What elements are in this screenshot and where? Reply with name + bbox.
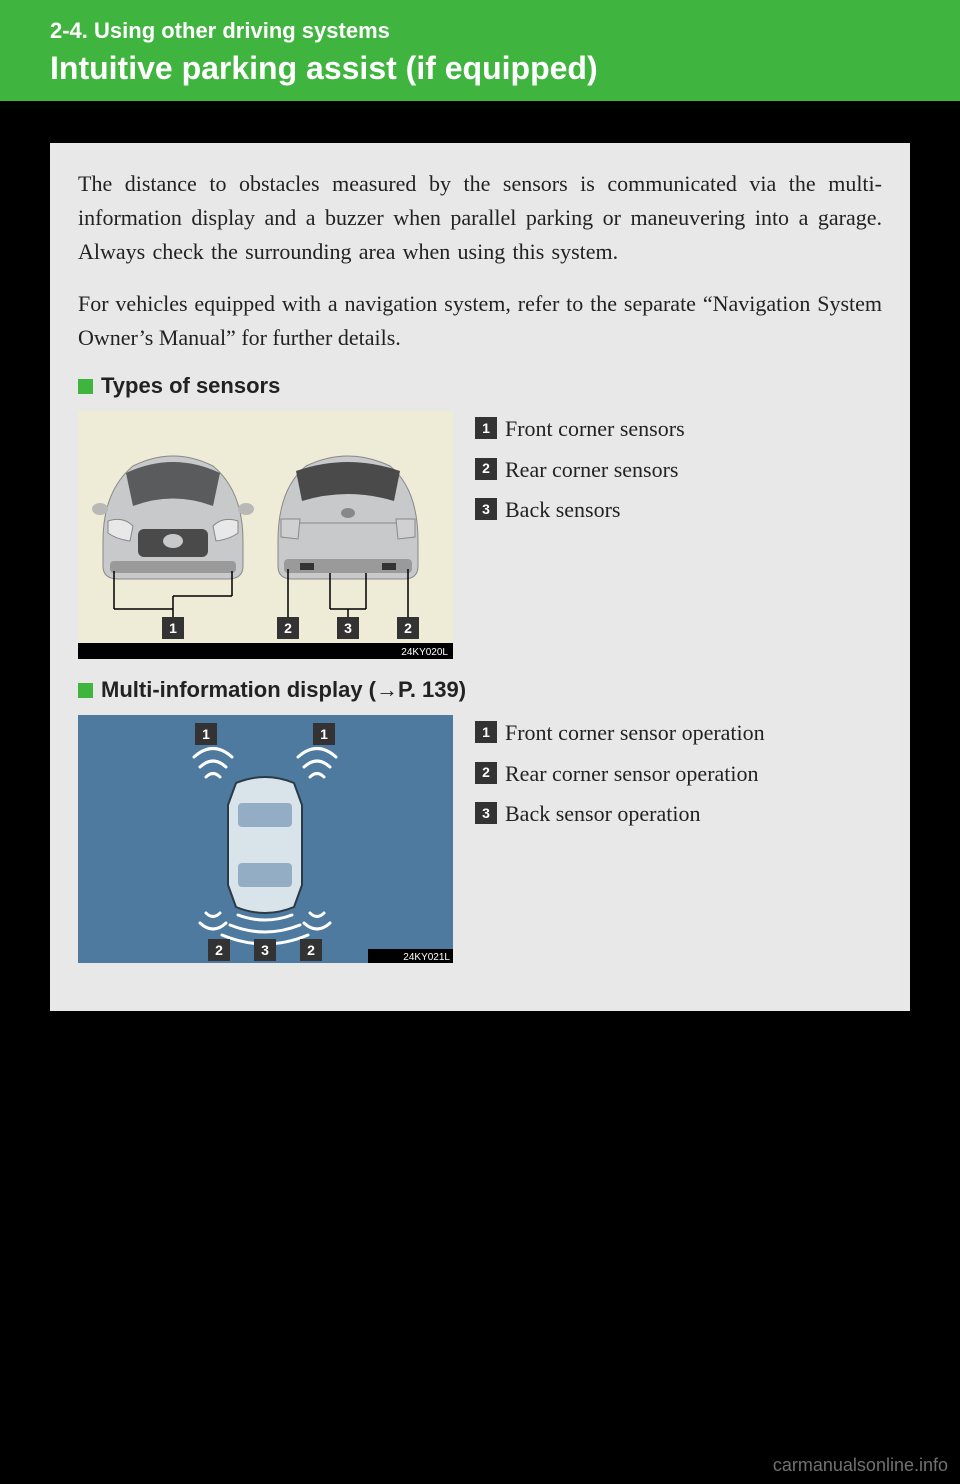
- legend-item: 1 Front corner sensors: [475, 411, 882, 447]
- fig2-label-bot-2a: 2: [215, 942, 223, 958]
- legend-text: Back sensors: [505, 492, 882, 528]
- fig1-label-3: 3: [344, 620, 352, 636]
- legend-item: 3 Back sensor operation: [475, 796, 882, 832]
- number-badge-icon: 2: [475, 762, 497, 784]
- legend-sensor-types: 1 Front corner sensors 2 Rear corner sen…: [475, 411, 882, 659]
- fig2-label-top-1a: 1: [202, 726, 210, 742]
- legend-text: Back sensor operation: [505, 796, 882, 832]
- page-title: Intuitive parking assist (if equipped): [50, 50, 910, 87]
- subheading-text: Multi-information display (→P. 139): [101, 677, 466, 703]
- legend-item: 2 Rear corner sensors: [475, 452, 882, 488]
- watermark: carmanualsonline.info: [773, 1455, 948, 1476]
- legend-display-operations: 1 Front corner sensor operation 2 Rear c…: [475, 715, 882, 963]
- content-box: The distance to obstacles measured by th…: [50, 143, 910, 1011]
- page-header: 2-4. Using other driving systems Intuiti…: [0, 0, 960, 101]
- car-topview-illustration: [228, 777, 302, 913]
- number-badge-icon: 3: [475, 802, 497, 824]
- legend-item: 2 Rear corner sensor operation: [475, 756, 882, 792]
- legend-item: 3 Back sensors: [475, 492, 882, 528]
- legend-text: Front corner sensor operation: [505, 715, 882, 751]
- fig1-label-1: 1: [169, 620, 177, 636]
- legend-item: 1 Front corner sensor operation: [475, 715, 882, 751]
- square-bullet-icon: [78, 379, 93, 394]
- legend-text: Rear corner sensors: [505, 452, 882, 488]
- fig2-label-bot-3: 3: [261, 942, 269, 958]
- figure-code: 24KY020L: [401, 647, 448, 658]
- intro-paragraph-1: The distance to obstacles measured by th…: [78, 167, 882, 269]
- number-badge-icon: 3: [475, 498, 497, 520]
- fig2-label-bot-2b: 2: [307, 942, 315, 958]
- figure-row-2: 24KY021L: [78, 715, 882, 963]
- section-number: 2-4. Using other driving systems: [50, 18, 910, 44]
- figure-sensor-locations: 24KY020L: [78, 411, 453, 659]
- fig1-label-2b: 2: [404, 620, 412, 636]
- number-badge-icon: 2: [475, 458, 497, 480]
- intro-paragraph-2: For vehicles equipped with a navigation …: [78, 287, 882, 355]
- figure-row-1: 24KY020L: [78, 411, 882, 659]
- legend-text: Front corner sensors: [505, 411, 882, 447]
- subheading-text: Types of sensors: [101, 373, 280, 399]
- subheading-multi-info-display: Multi-information display (→P. 139): [78, 677, 882, 703]
- figure-display-diagram: 24KY021L: [78, 715, 453, 963]
- square-bullet-icon: [78, 683, 93, 698]
- number-badge-icon: 1: [475, 417, 497, 439]
- fig1-label-2a: 2: [284, 620, 292, 636]
- fig2-label-top-1b: 1: [320, 726, 328, 742]
- legend-text: Rear corner sensor operation: [505, 756, 882, 792]
- figure-code: 24KY021L: [403, 952, 450, 963]
- number-badge-icon: 1: [475, 721, 497, 743]
- subheading-types-of-sensors: Types of sensors: [78, 373, 882, 399]
